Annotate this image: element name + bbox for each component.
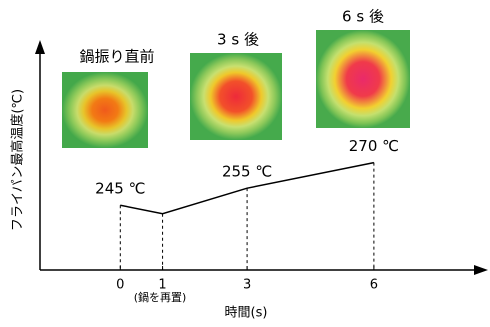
x-tick-label: 6 <box>370 278 378 293</box>
x-tick-label: 3 <box>243 278 251 293</box>
axis-arrow <box>35 40 45 54</box>
data-label: 255 ℃ <box>222 163 272 181</box>
chart: 鍋振り直前 3 s 後 6 s 後 時間(s) フライパン最高温度(℃) (鍋を… <box>0 0 490 327</box>
x-axis-label: 時間(s) <box>225 306 268 321</box>
data-label: 270 ℃ <box>349 137 399 155</box>
page: 鍋振り直前 3 s 後 6 s 後 時間(s) フライパン最高温度(℃) (鍋を… <box>0 0 490 327</box>
thermal-image <box>316 30 410 128</box>
image-label: 6 s 後 <box>342 8 384 26</box>
x-tick-label: 0 <box>116 278 124 293</box>
y-axis-label: フライパン最高温度(℃) <box>10 89 26 231</box>
thermal-image <box>62 72 148 148</box>
data-label: 245 ℃ <box>95 180 145 198</box>
thermal-image <box>190 53 282 140</box>
axis-arrow <box>474 265 488 275</box>
image-label: 鍋振り直前 <box>79 48 154 66</box>
x-tick-label: 1 <box>158 278 166 293</box>
image-label: 3 s 後 <box>217 31 259 49</box>
